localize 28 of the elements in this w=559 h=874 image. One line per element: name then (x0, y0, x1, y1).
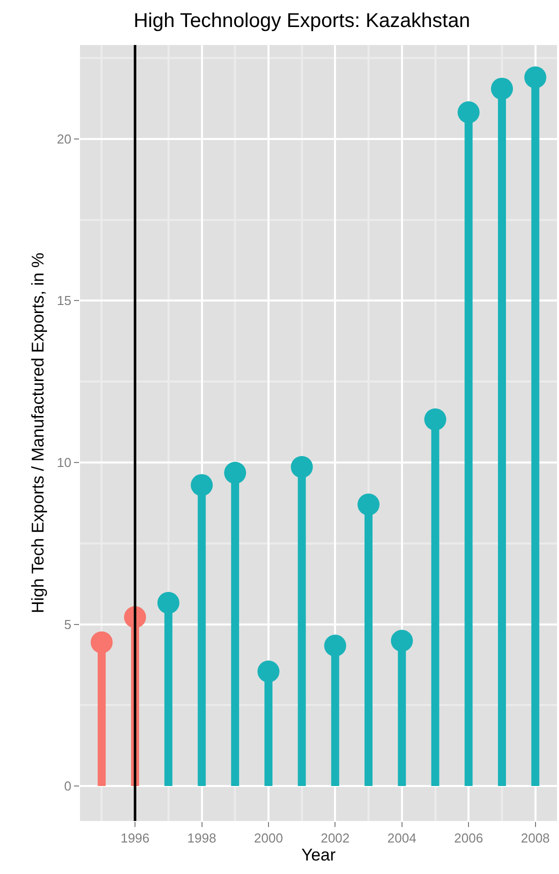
point (324, 634, 346, 657)
x-axis-title: Year (301, 846, 336, 865)
point (390, 630, 413, 652)
point (157, 592, 180, 614)
y-tick-label: 5 (64, 616, 72, 632)
x-tick-label: 2002 (320, 830, 350, 846)
point (524, 66, 546, 88)
point (257, 660, 280, 682)
x-tick-label: 1996 (120, 830, 150, 846)
y-tick-label: 15 (56, 293, 72, 308)
point (358, 494, 380, 516)
point (224, 462, 246, 484)
point (90, 631, 113, 654)
y-tick-label: 20 (56, 131, 72, 146)
point (190, 474, 213, 496)
x-tick-label: 2006 (454, 830, 484, 846)
point (490, 78, 513, 100)
y-axis-title: High Tech Exports / Manufactured Exports, in % (28, 252, 48, 614)
x-tick-label: 2000 (254, 830, 283, 846)
point (290, 456, 313, 478)
x-tick-label: 2004 (387, 830, 416, 846)
chart-title: High Technology Exports: Kazakhstan (134, 10, 470, 32)
x-tick-label: 1998 (187, 830, 216, 846)
y-tick-label: 0 (64, 778, 72, 794)
y-tick-label: 10 (56, 455, 72, 470)
point (424, 408, 446, 430)
x-tick-label: 2008 (520, 830, 550, 846)
point (458, 101, 480, 124)
